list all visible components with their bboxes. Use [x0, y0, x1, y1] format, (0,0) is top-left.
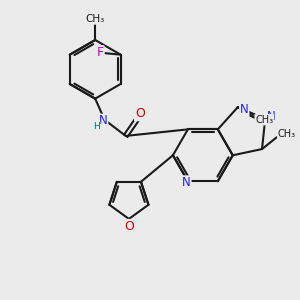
- Text: N: N: [99, 115, 107, 128]
- Text: N: N: [182, 176, 191, 189]
- Text: O: O: [124, 220, 134, 233]
- Text: H: H: [93, 122, 100, 131]
- Text: N: N: [240, 103, 249, 116]
- Text: O: O: [135, 107, 145, 120]
- Text: CH₃: CH₃: [255, 115, 273, 125]
- Text: CH₃: CH₃: [85, 14, 105, 24]
- Text: F: F: [97, 46, 104, 59]
- Text: CH₃: CH₃: [278, 129, 296, 139]
- Text: N: N: [267, 110, 276, 124]
